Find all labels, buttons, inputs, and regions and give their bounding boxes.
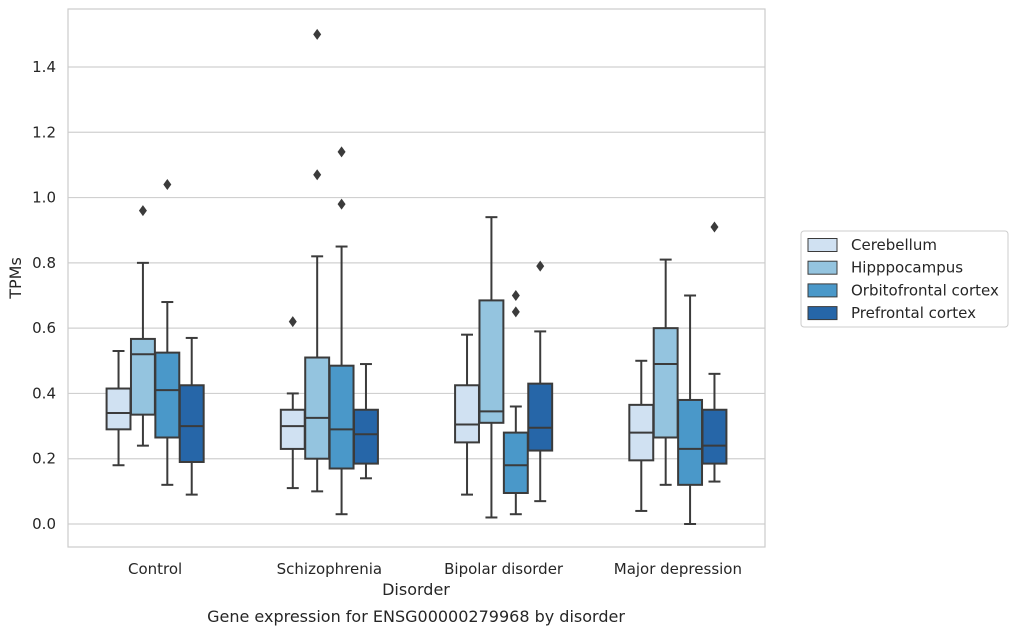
x-tick-label: Schizophrenia: [277, 560, 382, 578]
outlier-point: [288, 316, 297, 328]
y-axis-title: TPMs: [6, 257, 25, 300]
legend-label: Hipppocampus: [851, 259, 963, 277]
iqr-box: [105, 387, 132, 431]
box-prefrontal-cortex: [353, 363, 379, 480]
box-prefrontal-cortex: [178, 336, 205, 496]
box-orbitofrontal-cortex: [677, 294, 704, 525]
box-orbitofrontal-cortex: [154, 179, 181, 486]
iqr-box: [677, 398, 704, 486]
box-orbitofrontal-cortex: [502, 290, 529, 516]
x-tick-labels: Control Schizophrenia Bipolar disorder Majo…: [128, 560, 742, 578]
outlier-point: [511, 290, 520, 301]
x-tick-label: Major depression: [614, 560, 742, 578]
x-tick-label: Bipolar disorder: [444, 560, 564, 578]
box-cerebellum: [105, 349, 132, 467]
legend-items: Cerebellum Hipppocampus Orbitofrontal cort…: [807, 236, 999, 322]
box-hipppocampus: [478, 216, 505, 519]
plot-area-frame: [67, 8, 766, 548]
box-cerebellum: [279, 316, 306, 490]
iqr-box: [652, 327, 679, 439]
iqr-box: [478, 299, 505, 424]
y-tick-label: 1.0: [32, 189, 56, 207]
iqr-box: [701, 408, 728, 465]
y-tick-label: 0.0: [32, 515, 56, 533]
outlier-point: [710, 221, 719, 233]
iqr-box: [279, 408, 306, 450]
outlier-point: [536, 260, 545, 272]
y-tick-labels: 0.0 0.2 0.4 0.6 0.8 1.0 1.2 1.4: [32, 58, 56, 533]
y-tick-label: 1.4: [32, 58, 56, 76]
outlier-point: [138, 205, 147, 217]
grid-layer: [68, 66, 765, 525]
x-axis-title: Disorder: [382, 580, 450, 599]
legend-swatch: [807, 260, 838, 275]
iqr-box: [527, 382, 554, 452]
legend-label: Prefrontal cortex: [851, 304, 976, 322]
y-tick-label: 0.8: [32, 254, 56, 272]
iqr-box: [328, 364, 355, 470]
legend: Cerebellum Hipppocampus Orbitofrontal cort…: [800, 230, 1009, 328]
y-tick-label: 0.4: [32, 384, 56, 402]
y-tick-label: 1.2: [32, 123, 56, 141]
box-cerebellum: [628, 359, 655, 512]
box-hipppocampus: [304, 28, 331, 493]
outlier-point: [337, 146, 346, 158]
box-hipppocampus: [652, 258, 679, 486]
x-tick-label: Control: [128, 560, 182, 578]
box-orbitofrontal-cortex: [328, 146, 355, 516]
outlier-point: [337, 198, 346, 210]
outlier-point: [163, 179, 172, 191]
boxes-layer: [105, 28, 728, 525]
iqr-box: [454, 384, 480, 444]
legend-swatch: [807, 283, 838, 298]
legend-swatch: [807, 238, 838, 252]
box-prefrontal-cortex: [701, 221, 728, 483]
iqr-box: [304, 356, 331, 460]
chart-caption: Gene expression for ENSG00000279968 by d…: [207, 607, 625, 626]
y-tick-label: 0.2: [32, 450, 56, 468]
outlier-point: [511, 306, 520, 318]
legend-frame: [800, 230, 1009, 328]
box-cerebellum: [454, 333, 480, 496]
box-prefrontal-cortex: [527, 260, 554, 503]
iqr-box: [353, 408, 379, 465]
box-hipppocampus: [129, 205, 156, 447]
legend-swatch: [807, 306, 838, 321]
legend-label: Cerebellum: [851, 236, 937, 254]
iqr-box: [178, 384, 205, 463]
iqr-box: [129, 337, 156, 416]
outlier-point: [313, 169, 322, 181]
y-tick-label: 0.6: [32, 319, 56, 337]
iqr-box: [154, 351, 181, 439]
iqr-box: [502, 431, 529, 494]
outlier-point: [313, 28, 322, 40]
legend-label: Orbitofrontal cortex: [851, 281, 999, 299]
